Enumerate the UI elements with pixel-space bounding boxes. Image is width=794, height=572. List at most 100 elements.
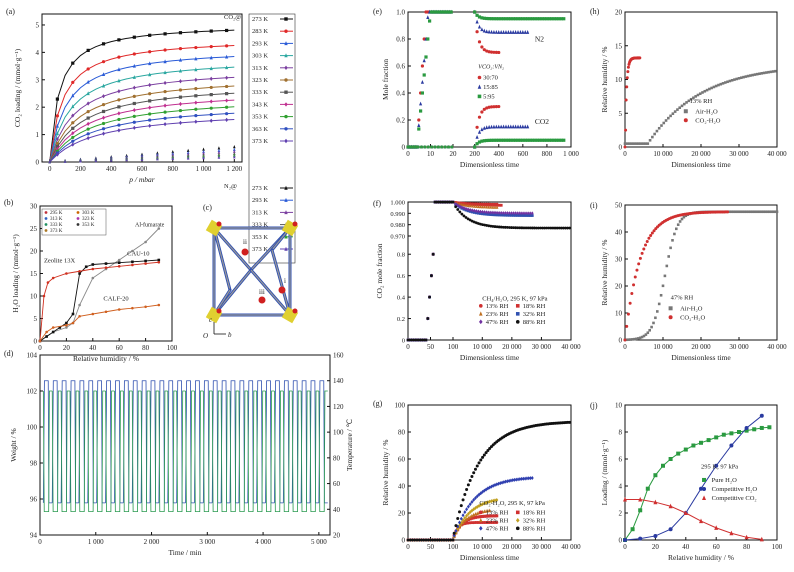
series-line — [49, 112, 235, 163]
co2-point — [562, 138, 566, 142]
data-point — [466, 511, 470, 516]
n2-point — [435, 10, 439, 14]
x-tick-label: 40 — [682, 543, 690, 551]
y-axis-label: CO₂ mole fraction — [375, 243, 384, 298]
data-point — [45, 335, 48, 338]
data-point — [524, 211, 528, 216]
air-point — [662, 121, 666, 125]
data-point — [86, 109, 90, 114]
legend-marker — [478, 510, 483, 515]
data-point — [526, 226, 530, 230]
data-point — [459, 504, 463, 508]
x-tick-label: 0 — [406, 150, 410, 158]
y-axis-label: Relative humidity / % — [600, 46, 609, 112]
y-tick-label: 0.980 — [390, 222, 405, 229]
co2-point — [433, 145, 437, 149]
co2-point — [635, 268, 639, 272]
legend-entry: CO₂-H₂O — [680, 314, 705, 321]
x-tick-label: 0 — [623, 150, 627, 158]
co2-point — [645, 239, 649, 243]
legend-marker — [668, 306, 673, 311]
data-point — [430, 274, 433, 278]
co2-point — [480, 110, 484, 114]
data-point — [510, 226, 513, 229]
data-point — [503, 211, 507, 215]
n2-point — [480, 27, 484, 32]
data-point — [104, 262, 108, 265]
y2-tick-label: 80 — [333, 454, 341, 462]
data-point — [148, 99, 152, 103]
air-point — [749, 210, 752, 214]
n2-point — [518, 30, 523, 34]
co2-point — [632, 283, 636, 287]
legend-entry: 323 K — [82, 217, 95, 222]
y-tick-label: 0.4 — [396, 90, 405, 98]
legend-entry: CO₂-H₂O — [695, 117, 720, 124]
x-tick-label: 100 — [448, 343, 459, 351]
data-point — [163, 59, 167, 64]
data-point — [202, 147, 205, 151]
data-point — [530, 475, 534, 480]
data-point — [194, 45, 198, 50]
data-point — [512, 226, 516, 230]
panel-label: (e) — [373, 7, 382, 16]
data-point — [225, 84, 229, 89]
y-tick-label: 20 — [30, 248, 38, 256]
data-point — [144, 262, 147, 265]
legend-marker — [683, 118, 688, 123]
air-point — [694, 95, 697, 98]
data-point — [524, 214, 528, 217]
data-point — [497, 210, 501, 215]
n2-point — [480, 16, 484, 20]
co2-point — [475, 142, 479, 146]
air-point — [661, 284, 665, 288]
data-point — [489, 205, 493, 209]
y-tick-label: 4 — [36, 49, 40, 57]
n2-point — [419, 101, 423, 106]
data-point — [458, 510, 462, 514]
x-tick-label: 60 — [713, 543, 721, 551]
data-point — [516, 214, 520, 217]
y-tick-label: 104 — [27, 352, 38, 360]
co2-point — [489, 138, 494, 142]
data-point — [233, 147, 236, 151]
n2-point — [557, 17, 561, 21]
data-point — [495, 205, 499, 209]
data-point — [194, 119, 198, 124]
co2-point — [475, 134, 479, 139]
x-tick-label: 200 — [469, 150, 480, 158]
data-point — [499, 225, 503, 229]
legend-entry: 47% RH — [486, 525, 509, 532]
legend-marker — [44, 211, 48, 214]
data-point — [217, 146, 221, 150]
y-axis-label: Relative humidity / % — [600, 239, 609, 305]
air-point — [678, 220, 682, 223]
data-point — [209, 118, 213, 123]
x-tick-label: 10 000 — [653, 150, 673, 158]
air-point — [762, 210, 765, 214]
x-axis-label: Dimensionless time — [460, 160, 520, 169]
data-point — [470, 208, 474, 213]
co2-point — [473, 145, 477, 149]
data-point — [71, 312, 75, 316]
air-point — [714, 84, 718, 88]
data-point — [171, 150, 175, 154]
y-tick-label: 6 — [619, 456, 623, 464]
legend-entry: 88% RH — [523, 525, 546, 532]
y2-tick-label: 40 — [333, 506, 341, 514]
data-point — [479, 515, 483, 519]
data-point — [524, 226, 528, 230]
data-point — [217, 150, 221, 154]
data-point — [94, 158, 98, 163]
legend-entry: Competitive H₂O — [712, 486, 758, 493]
y-tick-label: 2 — [36, 104, 40, 112]
legend-marker — [515, 510, 520, 515]
co2-point — [475, 125, 479, 129]
data-point — [148, 118, 152, 122]
legend-box — [41, 208, 107, 236]
y-tick-label: 0.8 — [396, 36, 405, 44]
air-point — [770, 210, 773, 214]
data-point — [157, 258, 161, 262]
data-point — [71, 139, 75, 143]
